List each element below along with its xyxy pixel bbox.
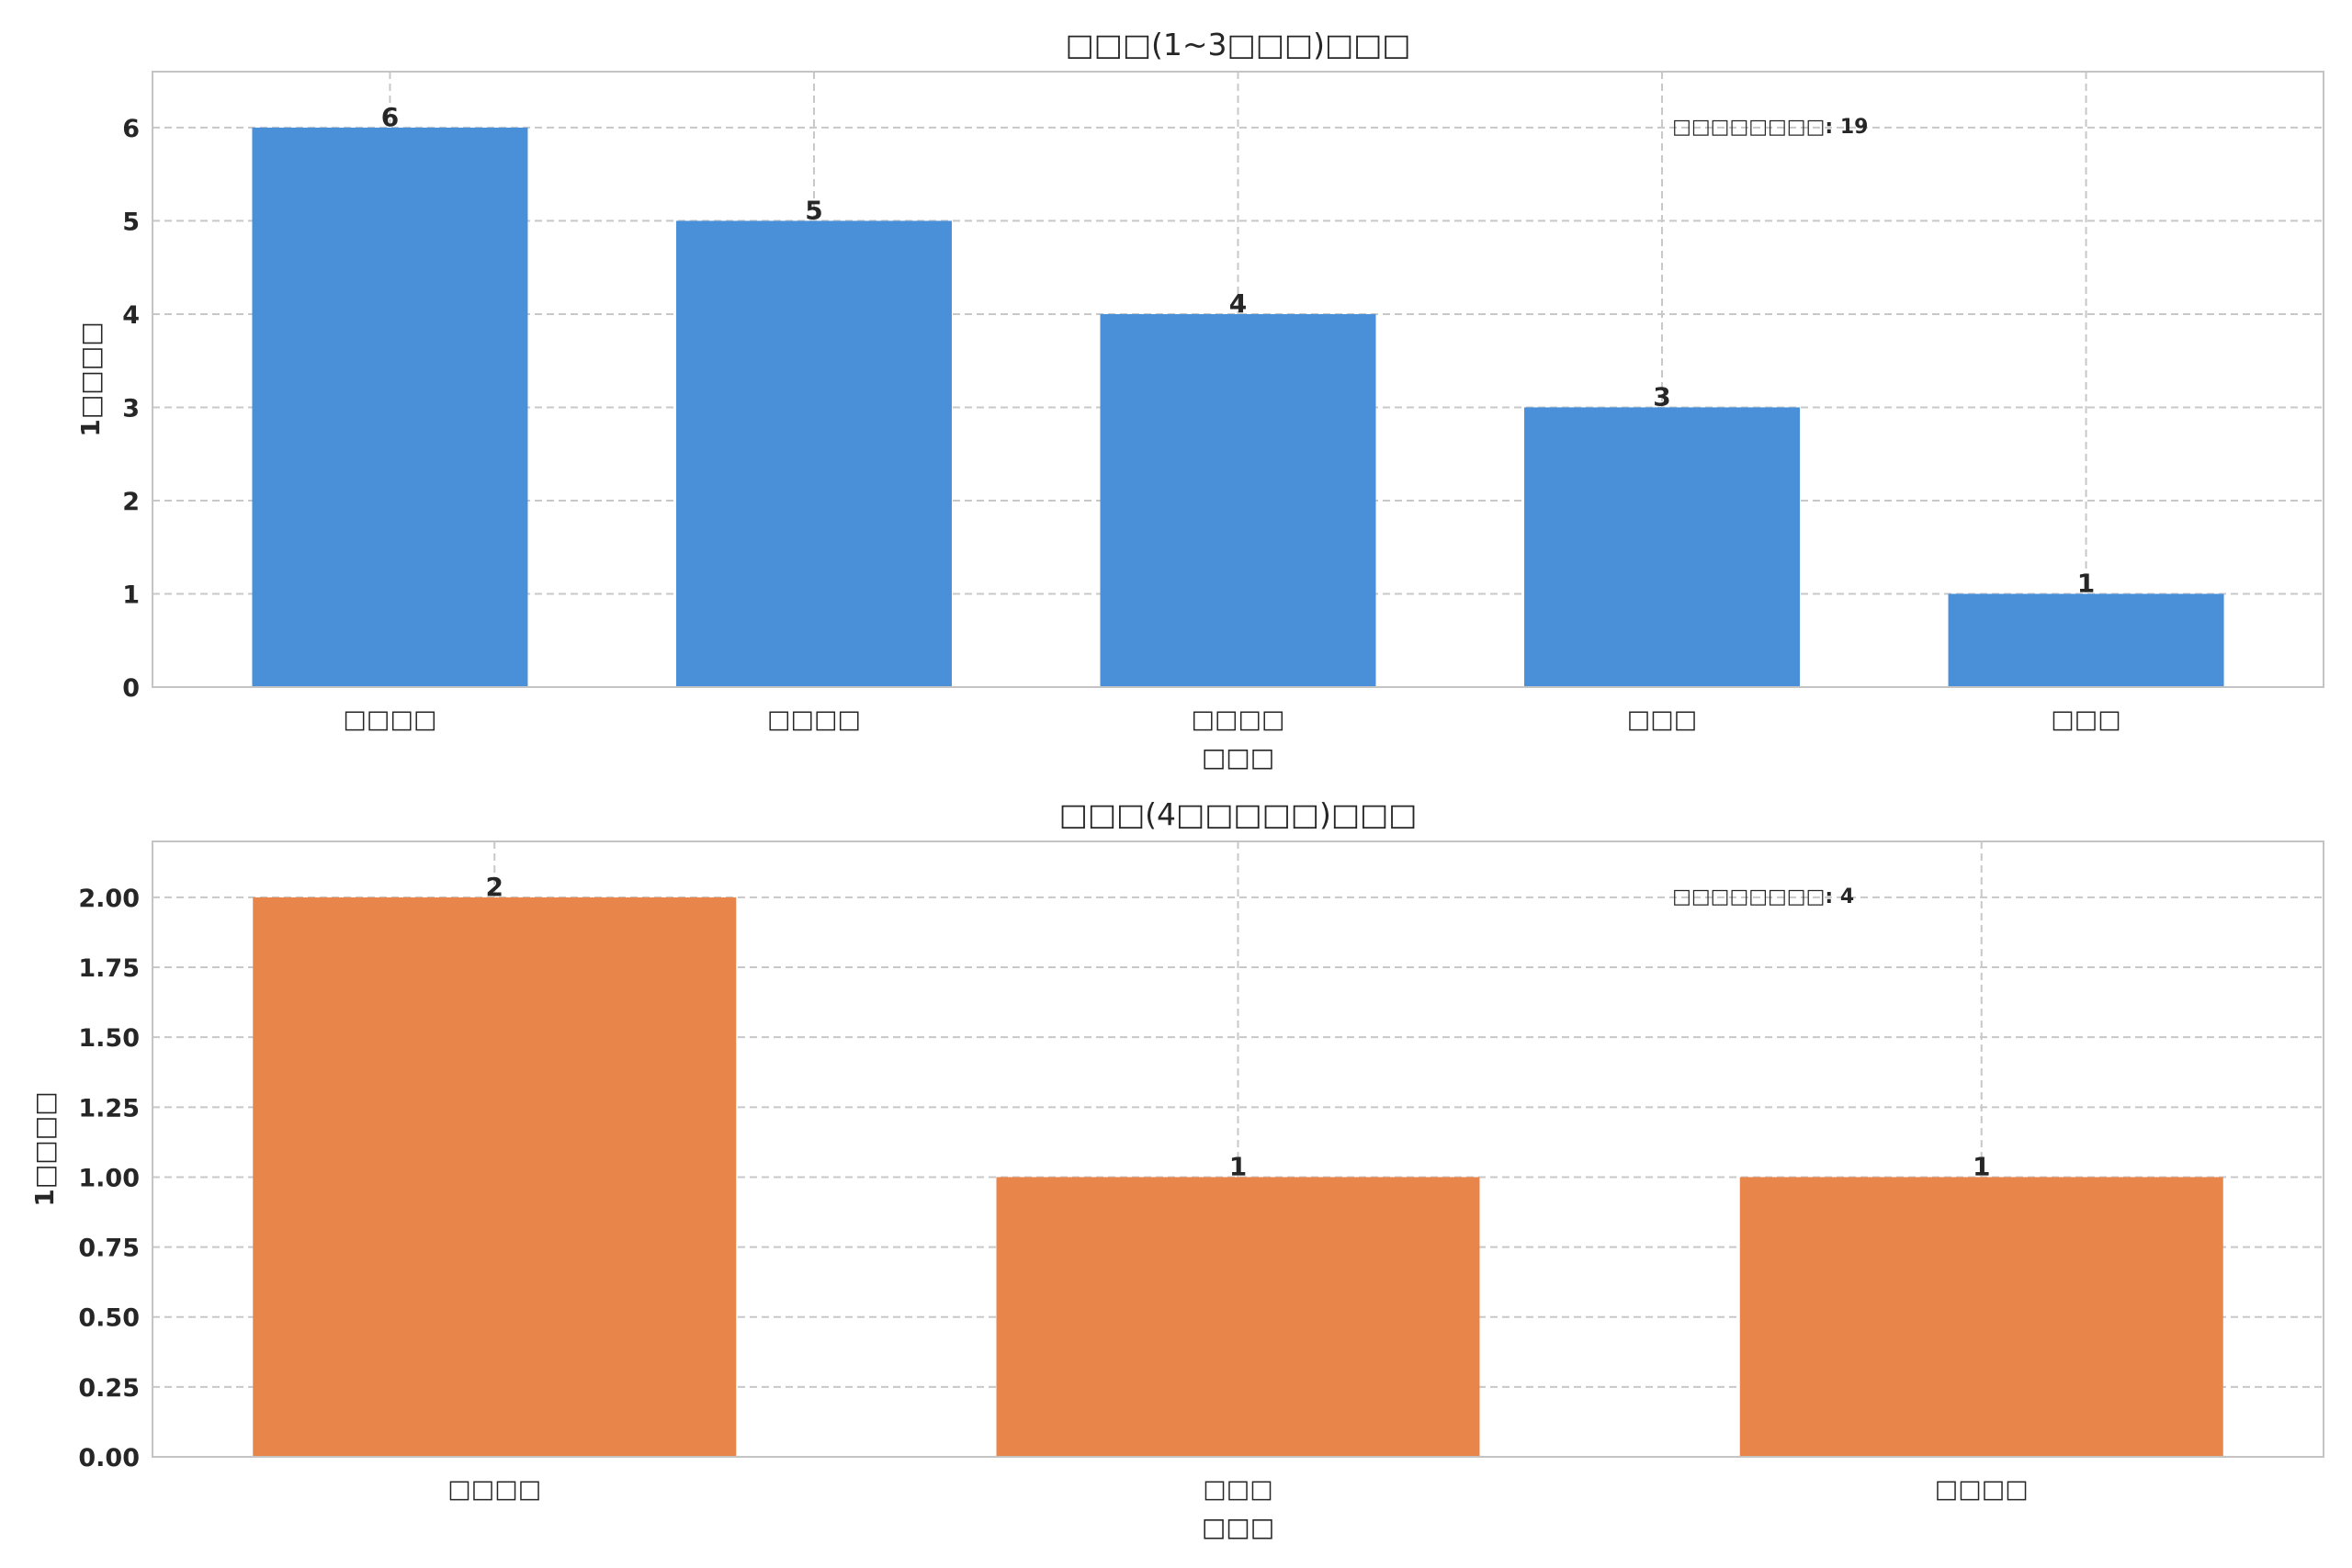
bar-value-label: 3 bbox=[1653, 381, 1670, 412]
bar-value-label: 1 bbox=[1229, 1151, 1247, 1181]
x-tick-label: □□□□ bbox=[1191, 705, 1284, 734]
bar-value-label: 5 bbox=[805, 195, 822, 225]
bar bbox=[252, 127, 528, 688]
y-axis-label: 1□□□□ bbox=[29, 1091, 60, 1206]
y-tick-label: 5 bbox=[122, 208, 140, 236]
x-axis-label: □□□ bbox=[1202, 1512, 1274, 1542]
y-tick-label: 0 bbox=[122, 674, 140, 703]
x-tick-label: □□□□ bbox=[767, 705, 861, 734]
y-tick-label: 4 bbox=[122, 301, 140, 330]
x-tick-label: □□□□ bbox=[447, 1475, 541, 1504]
bar bbox=[1739, 1177, 2223, 1457]
x-tick-label: □□□ bbox=[2051, 705, 2121, 734]
total-annotation: □□□□□□□□: 4 bbox=[1672, 886, 1854, 908]
bottom-chart: 0.00 0.25 0.50 0.75 1.00 1.25 1.50 1.75 2.00 2 □□□… bbox=[29, 796, 2324, 1542]
y-tick-label: 1.25 bbox=[78, 1094, 140, 1122]
chart-title: □□□(1~3□□□)□□□ bbox=[1065, 27, 1410, 62]
bar bbox=[675, 220, 952, 687]
x-tick-label: □□□ bbox=[1203, 1475, 1273, 1504]
y-tick-label: 1.00 bbox=[78, 1164, 140, 1192]
bar-value-label: 1 bbox=[2077, 568, 2095, 598]
axes-frame bbox=[152, 71, 2324, 688]
chart-title: □□□(4□□□□□)□□□ bbox=[1059, 796, 1418, 832]
bar bbox=[1100, 313, 1376, 687]
y-tick-label: 1 bbox=[122, 581, 140, 609]
bar bbox=[1524, 407, 1801, 687]
y-tick-label: 2 bbox=[122, 488, 140, 516]
bar bbox=[1948, 593, 2224, 687]
y-tick-label: 1.75 bbox=[78, 954, 140, 983]
bar-value-label: 4 bbox=[1229, 288, 1247, 319]
y-tick-label: 0.00 bbox=[78, 1444, 140, 1472]
y-tick-label: 0.75 bbox=[78, 1235, 140, 1263]
y-tick-label: 0.50 bbox=[78, 1304, 140, 1333]
x-tick-label: □□□ bbox=[1627, 705, 1698, 734]
bar-value-label: 1 bbox=[1973, 1151, 1990, 1181]
bar bbox=[253, 897, 737, 1457]
bar bbox=[996, 1177, 1480, 1457]
bar-value-label: 2 bbox=[486, 872, 503, 902]
top-chart: 0 1 2 3 4 5 6 6 □□□□ 5 □□□□ 4 □□□□ 3 □□□ 1 □□□ □□□(1~3□□□… bbox=[75, 27, 2324, 773]
x-tick-label: □□□□ bbox=[1935, 1475, 2029, 1504]
bar-value-label: 6 bbox=[381, 102, 399, 132]
y-axis-label: 1□□□□ bbox=[75, 321, 106, 436]
x-axis-label: □□□ bbox=[1202, 742, 1274, 773]
y-tick-label: 3 bbox=[122, 394, 140, 423]
y-tick-label: 0.25 bbox=[78, 1374, 140, 1403]
y-tick-label: 6 bbox=[122, 115, 140, 143]
y-tick-label: 1.50 bbox=[78, 1024, 140, 1053]
total-annotation: □□□□□□□□: 19 bbox=[1672, 116, 1868, 139]
axes-frame bbox=[152, 840, 2324, 1458]
x-tick-label: □□□□ bbox=[343, 705, 436, 734]
y-tick-label: 2.00 bbox=[78, 885, 140, 913]
